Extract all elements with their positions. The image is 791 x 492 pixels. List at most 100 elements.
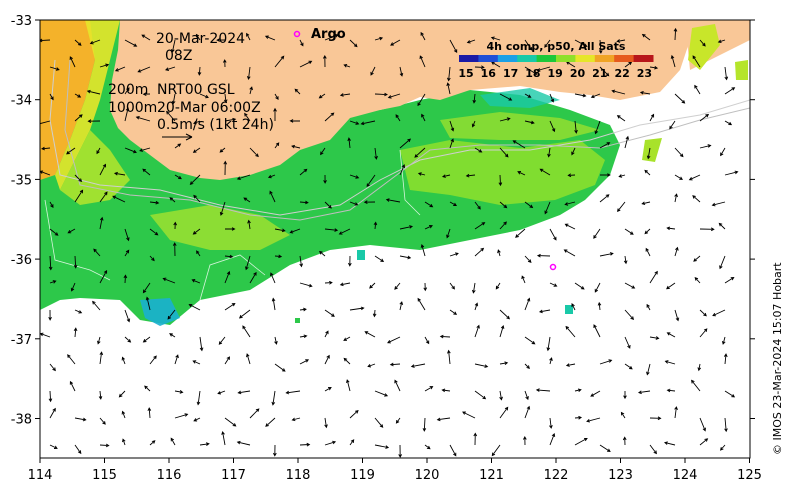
current-arrow: [192, 228, 201, 235]
current-arrow: [674, 193, 678, 203]
current-arrow: [720, 147, 726, 157]
current-arrow: [137, 66, 151, 73]
current-arrow: [417, 172, 426, 176]
current-arrow: [399, 301, 404, 311]
current-arrow: [324, 387, 332, 392]
current-arrow: [466, 39, 476, 44]
current-arrow: [699, 417, 706, 432]
current-arrow: [666, 388, 676, 393]
sst-spot: [295, 318, 300, 323]
current-arrow: [69, 380, 76, 392]
colorbar-swatch: [556, 55, 576, 62]
current-arrow: [646, 363, 651, 376]
current-arrow: [639, 90, 651, 95]
current-arrow: [374, 147, 378, 160]
current-arrow: [162, 277, 176, 284]
current-arrow: [599, 252, 614, 257]
current-arrow: [474, 324, 480, 338]
current-arrow: [424, 201, 434, 208]
current-arrow: [597, 301, 602, 311]
current-arrow: [193, 194, 201, 203]
current-arrow: [421, 113, 426, 122]
current-arrow: [264, 35, 276, 41]
current-arrow: [139, 147, 151, 152]
current-arrow: [544, 39, 551, 48]
current-arrow: [196, 390, 201, 406]
current-arrow: [49, 66, 60, 71]
current-arrow: [121, 410, 126, 419]
current-arrow: [349, 306, 365, 311]
current-arrow: [124, 87, 130, 95]
current-arrow: [223, 160, 228, 176]
current-arrow: [387, 93, 401, 99]
current-arrow: [122, 438, 126, 446]
current-arrow: [196, 250, 201, 257]
current-arrow: [269, 190, 276, 203]
current-arrow: [674, 309, 680, 322]
current-arrow: [620, 411, 626, 419]
current-arrow: [188, 303, 201, 311]
sst-spot: [357, 250, 365, 260]
current-vectors: [40, 27, 739, 458]
current-arrow: [274, 228, 286, 233]
current-arrow: [599, 66, 610, 77]
current-arrow: [699, 438, 709, 446]
current-arrow: [324, 201, 332, 209]
current-arrow: [644, 169, 651, 176]
lon-tick-label: 115: [92, 468, 117, 483]
current-arrow: [674, 246, 679, 257]
date-label: 20-Mar-2024: [156, 31, 245, 47]
current-arrow: [374, 417, 384, 428]
colorbar-tick-label: 16: [481, 67, 497, 80]
current-arrow: [74, 93, 82, 98]
current-arrow: [524, 390, 529, 401]
current-arrow: [299, 282, 313, 288]
current-arrow: [462, 411, 476, 419]
current-arrow: [721, 336, 726, 345]
current-arrow: [363, 200, 376, 204]
current-arrow: [172, 242, 177, 257]
colorbar-tick-label: 22: [614, 67, 629, 80]
current-arrow: [611, 89, 626, 95]
current-arrow: [499, 93, 513, 101]
current-arrow: [524, 201, 534, 209]
current-time-label: 20-Mar 06:00Z: [157, 100, 261, 116]
lon-tick-label: 119: [350, 468, 375, 483]
current-arrow: [599, 142, 611, 149]
lat-tick-label: -34: [11, 94, 32, 109]
current-arrow: [99, 443, 110, 448]
current-arrow: [499, 201, 508, 209]
current-arrow: [565, 363, 576, 367]
current-arrow: [724, 417, 728, 433]
current-arrow: [170, 437, 176, 446]
current-arrow: [299, 200, 309, 205]
current-arrow: [524, 363, 530, 369]
hour-label: 08Z: [165, 48, 192, 64]
current-arrow: [512, 140, 526, 149]
current-arrow: [270, 272, 276, 284]
lat-tick-label: -33: [11, 14, 32, 29]
current-arrow: [474, 147, 483, 153]
current-arrow: [192, 360, 201, 365]
current-arrow: [67, 228, 76, 234]
colorbar-tick-label: 17: [503, 67, 518, 80]
current-arrow: [724, 390, 736, 398]
lon-tick-label: 122: [544, 468, 569, 483]
sst-warm-patch: [400, 140, 605, 205]
current-arrow: [244, 112, 251, 122]
current-arrow: [719, 444, 726, 451]
current-arrow: [724, 276, 735, 284]
current-arrow: [149, 200, 160, 205]
current-arrow: [699, 39, 706, 47]
current-arrow: [294, 88, 301, 95]
current-arrow: [87, 119, 101, 123]
current-arrow: [724, 87, 736, 95]
current-arrow: [49, 93, 54, 101]
current-arrow: [699, 309, 707, 317]
credit-label: © IMOS 23-Mar-2024 15:07 Hobart: [771, 262, 784, 455]
current-arrow: [289, 228, 301, 234]
current-arrow: [574, 39, 588, 47]
current-arrow: [219, 147, 226, 153]
current-arrow: [524, 120, 535, 125]
current-arrow: [399, 138, 412, 149]
